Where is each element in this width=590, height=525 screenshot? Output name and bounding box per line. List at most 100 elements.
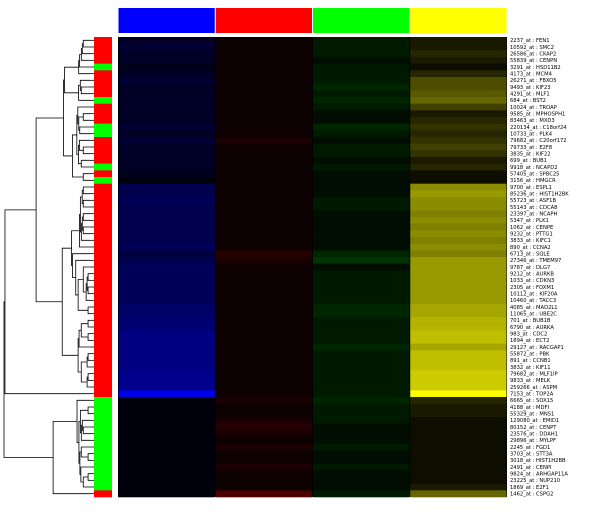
heatmap-cell bbox=[313, 277, 410, 284]
row-cluster-cell bbox=[94, 97, 112, 104]
heatmap-cell bbox=[118, 383, 215, 391]
heatmap-cell bbox=[410, 57, 507, 64]
heatmap-cell bbox=[313, 210, 410, 218]
row-label: 3291_at : HSD11B2 bbox=[510, 65, 561, 71]
heatmap-cell bbox=[410, 230, 507, 238]
row-cluster-cell bbox=[94, 377, 112, 384]
heatmap-cell bbox=[410, 457, 507, 464]
heatmap-cell bbox=[313, 457, 410, 464]
heatmap-cell bbox=[118, 230, 215, 238]
row-cluster-cell bbox=[94, 50, 112, 58]
row-cluster-cell bbox=[94, 403, 112, 411]
dendrogram-branch bbox=[86, 376, 90, 388]
heatmap-cell bbox=[118, 77, 215, 84]
heatmap-cell bbox=[215, 130, 312, 138]
row-cluster-cell bbox=[94, 37, 112, 44]
heatmap-cell bbox=[118, 110, 215, 118]
heatmap-cell bbox=[215, 303, 312, 311]
row-cluster-cell bbox=[94, 143, 112, 151]
heatmap-cell bbox=[313, 463, 410, 471]
heatmap-cell bbox=[410, 203, 507, 211]
heatmap-cell bbox=[118, 463, 215, 471]
heatmap-cell bbox=[118, 177, 215, 184]
heatmap-cell bbox=[118, 417, 215, 424]
heatmap-cell bbox=[215, 263, 312, 271]
heatmap-cell bbox=[118, 223, 215, 231]
heatmap-cell bbox=[215, 123, 312, 131]
row-cluster-cell bbox=[94, 250, 112, 258]
heatmap-cell bbox=[215, 443, 312, 451]
dendrogram-branch bbox=[61, 247, 79, 356]
row-cluster-cell bbox=[94, 283, 112, 291]
dendrogram-branch bbox=[72, 134, 84, 178]
heatmap-cell bbox=[313, 150, 410, 158]
row-cluster-cell bbox=[94, 183, 112, 191]
row-label: 983_at : CDC2 bbox=[510, 332, 547, 338]
column-group-bar-1 bbox=[118, 8, 215, 33]
row-label: 5347_at : PLK1 bbox=[510, 218, 549, 224]
row-cluster-cell bbox=[94, 137, 112, 144]
heatmap-cell bbox=[215, 103, 312, 111]
heatmap-cell bbox=[313, 50, 410, 58]
row-label: 26271_at : FBXO5 bbox=[510, 78, 557, 84]
dendrogram-branch bbox=[78, 329, 90, 348]
heatmap-cell bbox=[313, 183, 410, 191]
heatmap-cell bbox=[410, 390, 507, 398]
heatmap-cell bbox=[313, 157, 410, 164]
heatmap-cell bbox=[215, 70, 312, 78]
heatmap-cell bbox=[215, 363, 312, 371]
row-cluster-cell bbox=[94, 490, 112, 498]
dendrogram-branch bbox=[82, 213, 90, 221]
heatmap-cell bbox=[215, 270, 312, 278]
dendrogram-branch bbox=[79, 196, 83, 233]
heatmap-cell bbox=[410, 197, 507, 204]
heatmap-cell bbox=[410, 157, 507, 164]
row-cluster-cell bbox=[94, 323, 112, 331]
heatmap-cell bbox=[410, 317, 507, 324]
heatmap-cell bbox=[118, 350, 215, 358]
heatmap-cell bbox=[410, 410, 507, 418]
heatmap-cell bbox=[410, 263, 507, 271]
dendrogram-branch bbox=[79, 451, 82, 475]
heatmap-cell bbox=[118, 50, 215, 58]
heatmap-cell bbox=[215, 210, 312, 218]
heatmap-cell bbox=[313, 363, 410, 371]
dendrogram-branch bbox=[81, 419, 90, 431]
row-label: 79682_at : MLF1IP bbox=[510, 372, 558, 378]
heatmap-cell bbox=[410, 450, 507, 458]
heatmap-cell bbox=[410, 237, 507, 244]
heatmap-cell bbox=[215, 117, 312, 124]
heatmap-cell bbox=[215, 377, 312, 384]
dendrogram-branch bbox=[77, 106, 90, 125]
heatmap-cell bbox=[215, 230, 312, 238]
heatmap-cell bbox=[410, 43, 507, 51]
heatmap-cell bbox=[118, 163, 215, 171]
dendrogram-branch bbox=[87, 333, 90, 341]
heatmap-cell bbox=[215, 57, 312, 64]
heatmap-cell bbox=[410, 37, 507, 44]
row-label: 701_at : BUB1B bbox=[510, 318, 551, 324]
heatmap-cell bbox=[410, 357, 507, 364]
heatmap-cell bbox=[118, 263, 215, 271]
heatmap-cell bbox=[410, 363, 507, 371]
heatmap-cell bbox=[313, 217, 410, 224]
heatmap-cell bbox=[118, 337, 215, 344]
heatmap-cell bbox=[118, 210, 215, 218]
row-cluster-cell bbox=[94, 270, 112, 278]
heatmap-cell bbox=[118, 430, 215, 438]
row-label: 85236_at : HIST1H2BK bbox=[510, 192, 569, 198]
column-group-bar-4 bbox=[410, 8, 507, 33]
heatmap-cell bbox=[313, 410, 410, 418]
row-label: 23225_at : NUP210 bbox=[510, 478, 560, 484]
heatmap-cell bbox=[215, 383, 312, 391]
heatmap-cell bbox=[118, 330, 215, 338]
dendrogram-branch bbox=[80, 446, 90, 458]
heatmap-cell bbox=[313, 343, 410, 351]
row-label: 1462_at : CSPG2 bbox=[510, 492, 553, 498]
row-cluster-cell bbox=[94, 463, 112, 471]
heatmap-cell bbox=[410, 417, 507, 424]
row-label: 55723_at : ASF1B bbox=[510, 198, 556, 204]
row-label: 4173_at : MCM4 bbox=[510, 72, 553, 78]
row-cluster-cell bbox=[94, 43, 112, 51]
row-label: 9787_at : DLG7 bbox=[510, 265, 550, 271]
